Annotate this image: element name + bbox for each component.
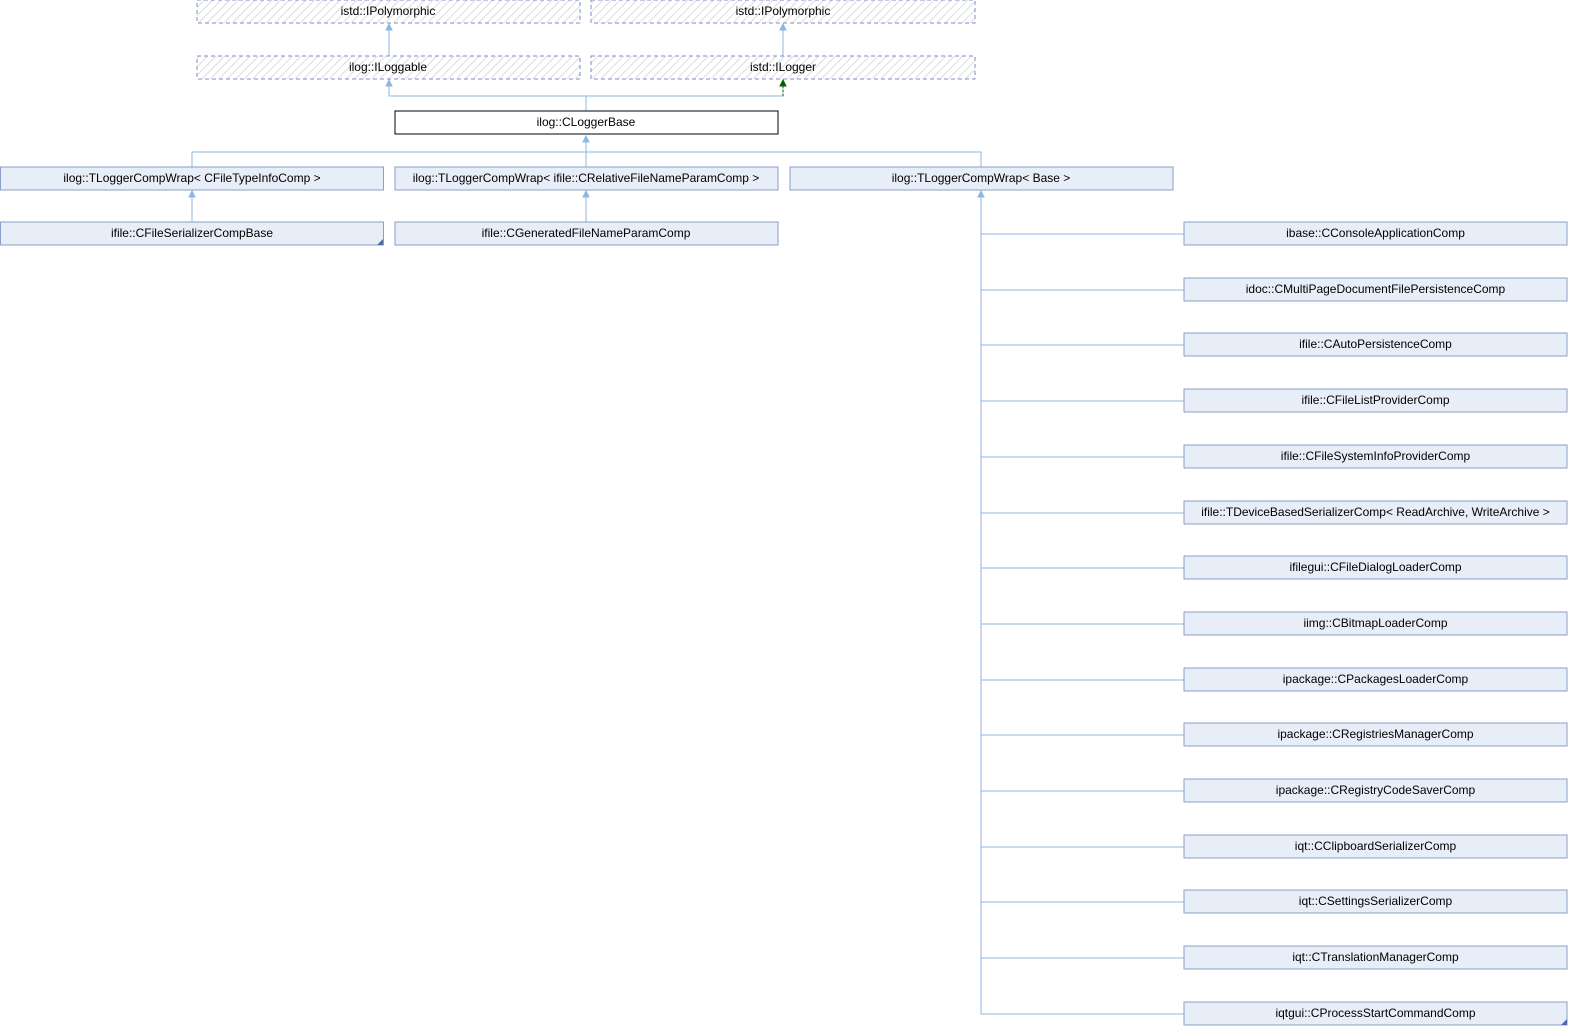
node-label: ifile::CFileSystemInfoProviderComp <box>1281 449 1471 463</box>
node-label: iimg::CBitmapLoaderComp <box>1303 616 1447 630</box>
derived-branches <box>981 233 1184 1015</box>
node-label: ipackage::CPackagesLoaderComp <box>1283 672 1469 686</box>
node-label: iqt::CSettingsSerializerComp <box>1299 894 1453 908</box>
node-label: ifilegui::CFileDialogLoaderComp <box>1289 560 1461 574</box>
arrowhead-icon <box>385 22 393 31</box>
more-indicator-icon <box>1561 1019 1567 1025</box>
edge-cloggerbase-up <box>388 82 587 111</box>
node-derived-class[interactable]: ifile::CFileSystemInfoProviderComp <box>1183 444 1568 469</box>
arrowhead-icon <box>977 189 985 198</box>
node-label: iqtgui::CProcessStartCommandComp <box>1275 1006 1475 1020</box>
node-derived-class[interactable]: iqt::CTranslationManagerComp <box>1183 945 1568 970</box>
node-derived-class[interactable]: ifile::CAutoPersistenceComp <box>1183 332 1568 357</box>
arrowhead-icon <box>779 22 787 31</box>
node-label: ilog::CLoggerBase <box>537 115 636 129</box>
node-label: ilog::TLoggerCompWrap< CFileTypeInfoComp… <box>63 171 320 185</box>
node-derived-class[interactable]: ifile::CFileListProviderComp <box>1183 388 1568 413</box>
node-istd-ipolymorphic-b[interactable]: istd::IPolymorphic <box>590 0 976 24</box>
node-wrap-filetypeinfo[interactable]: ilog::TLoggerCompWrap< CFileTypeInfoComp… <box>0 166 384 191</box>
node-label: ibase::CConsoleApplicationComp <box>1286 226 1465 240</box>
node-derived-class[interactable]: iimg::CBitmapLoaderComp <box>1183 611 1568 636</box>
node-label: iqt::CClipboardSerializerComp <box>1295 839 1457 853</box>
node-ifile-cgeneratedfilenameparamcomp[interactable]: ifile::CGeneratedFileNameParamComp <box>394 221 779 246</box>
node-derived-class[interactable]: iqtgui::CProcessStartCommandComp <box>1183 1001 1568 1026</box>
edge-cloggerbase-ilogger <box>586 86 784 97</box>
node-ilog-cloggerbase: ilog::CLoggerBase <box>394 110 779 135</box>
node-wrap-base[interactable]: ilog::TLoggerCompWrap< Base > <box>789 166 1174 191</box>
arrowhead-icon <box>188 189 196 198</box>
node-ifile-cfileserializercompbase[interactable]: ifile::CFileSerializerCompBase <box>0 221 384 246</box>
node-derived-class[interactable]: ibase::CConsoleApplicationComp <box>1183 221 1568 246</box>
arrowhead-icon <box>385 78 393 87</box>
node-ilog-iloggable[interactable]: ilog::ILoggable <box>196 55 581 80</box>
arrowhead-icon <box>582 189 590 198</box>
node-label: ilog::ILoggable <box>349 60 427 74</box>
node-label: ifile::CGeneratedFileNameParamComp <box>482 226 691 240</box>
node-label: ilog::TLoggerCompWrap< Base > <box>892 171 1071 185</box>
arrowhead-icon <box>582 134 590 143</box>
node-derived-class[interactable]: iqt::CClipboardSerializerComp <box>1183 834 1568 859</box>
node-label: ilog::TLoggerCompWrap< ifile::CRelativeF… <box>413 171 760 185</box>
node-label: ifile::TDeviceBasedSerializerComp< ReadA… <box>1201 505 1550 519</box>
node-derived-class[interactable]: ipackage::CPackagesLoaderComp <box>1183 667 1568 692</box>
node-label: iqt::CTranslationManagerComp <box>1292 950 1459 964</box>
node-derived-class[interactable]: ipackage::CRegistryCodeSaverComp <box>1183 778 1568 803</box>
node-derived-class[interactable]: idoc::CMultiPageDocumentFilePersistenceC… <box>1183 277 1568 302</box>
edge-wraps-cloggerbase <box>191 138 982 167</box>
node-derived-class[interactable]: ifile::TDeviceBasedSerializerComp< ReadA… <box>1183 500 1568 525</box>
node-istd-ipolymorphic-a[interactable]: istd::IPolymorphic <box>196 0 581 24</box>
node-label: ifile::CFileSerializerCompBase <box>111 226 273 240</box>
arrowhead-dark-icon <box>779 78 787 87</box>
node-label: istd::IPolymorphic <box>736 4 831 18</box>
more-indicator-icon <box>377 239 383 245</box>
node-derived-class[interactable]: ifilegui::CFileDialogLoaderComp <box>1183 555 1568 580</box>
node-wrap-relativefilename[interactable]: ilog::TLoggerCompWrap< ifile::CRelativeF… <box>394 166 779 191</box>
node-label: ipackage::CRegistryCodeSaverComp <box>1276 783 1476 797</box>
node-label: ifile::CAutoPersistenceComp <box>1299 337 1452 351</box>
node-label: ifile::CFileListProviderComp <box>1301 393 1449 407</box>
node-label: istd::ILogger <box>750 60 816 74</box>
node-derived-class[interactable]: iqt::CSettingsSerializerComp <box>1183 889 1568 914</box>
node-label: ipackage::CRegistriesManagerComp <box>1277 727 1473 741</box>
edges <box>188 22 1184 1015</box>
node-label: idoc::CMultiPageDocumentFilePersistenceC… <box>1246 282 1506 296</box>
node-derived-class[interactable]: ipackage::CRegistriesManagerComp <box>1183 722 1568 747</box>
node-istd-ilogger[interactable]: istd::ILogger <box>590 55 976 80</box>
derived-nodes: ibase::CConsoleApplicationCompidoc::CMul… <box>1183 221 1568 1026</box>
node-label: istd::IPolymorphic <box>341 4 436 18</box>
